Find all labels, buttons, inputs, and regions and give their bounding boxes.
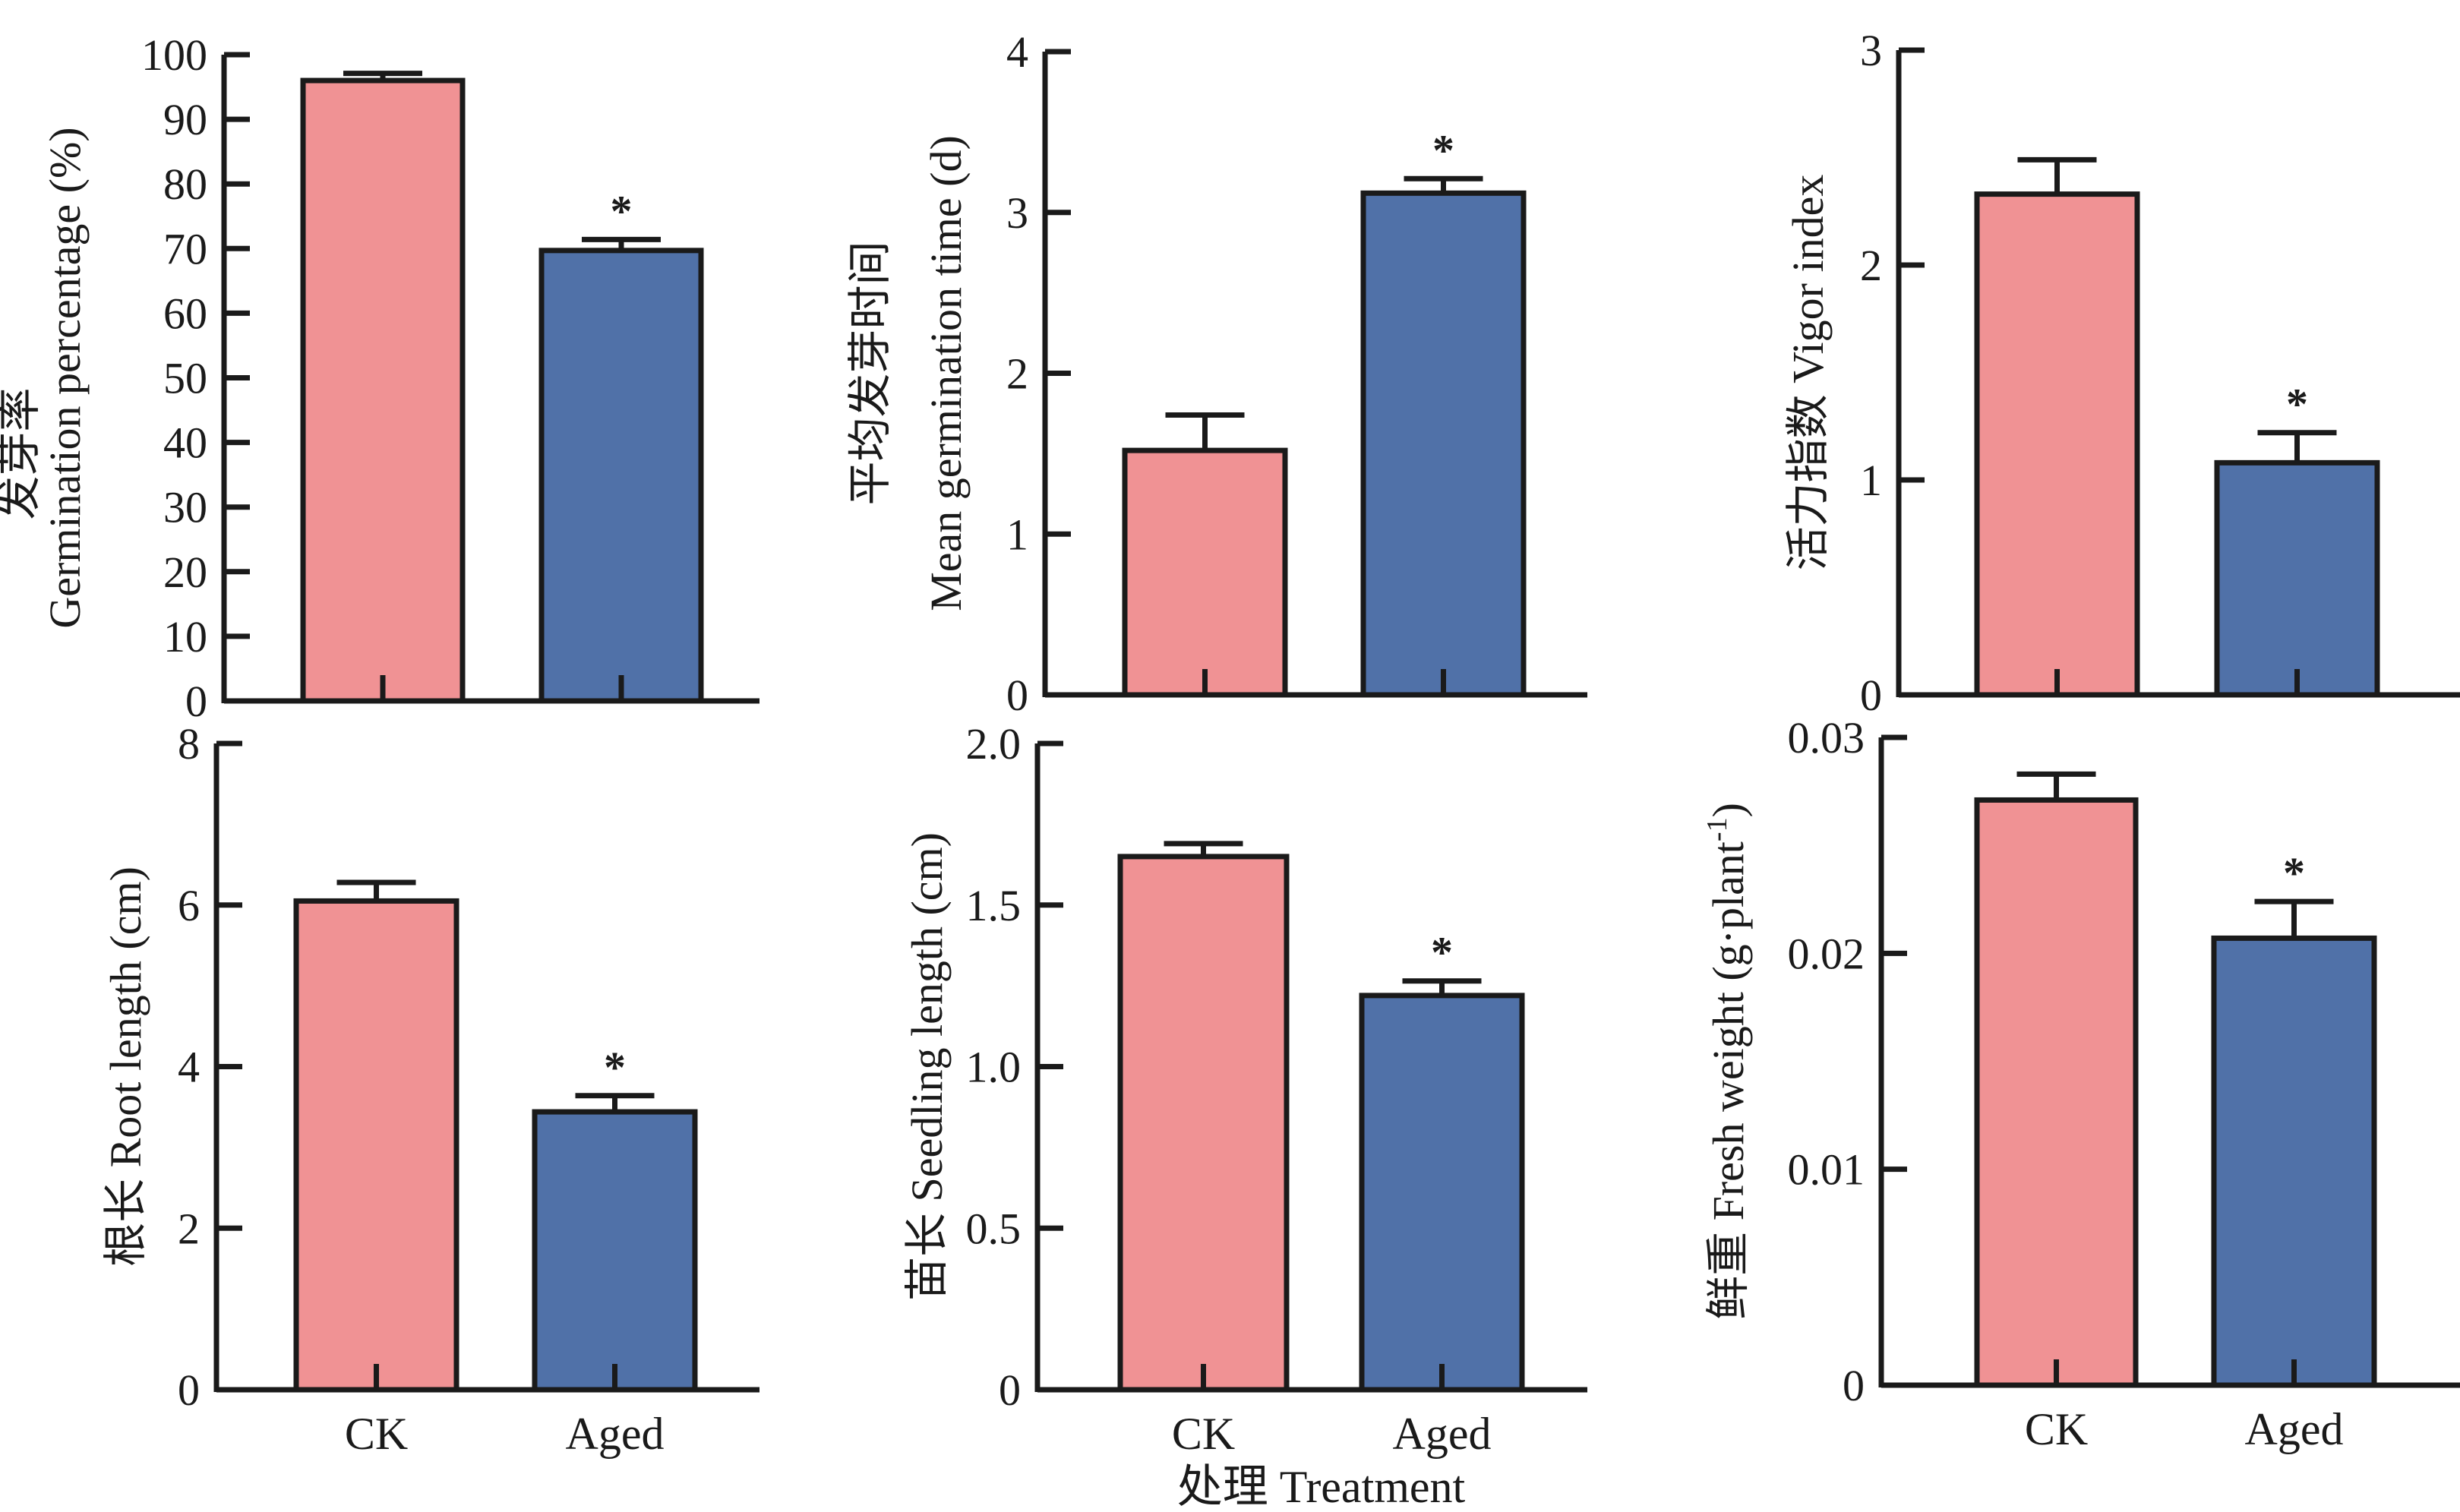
y-tick-label: 0.03	[1788, 713, 1865, 762]
y-axis-label: Germination percentage (%)	[40, 127, 90, 628]
y-tick-label: 70	[163, 224, 207, 273]
y-tick-label: 6	[178, 881, 200, 930]
significance-marker: *	[611, 186, 633, 235]
y-tick-label: 80	[163, 159, 207, 209]
y-tick-label: 1	[1006, 510, 1028, 559]
y-axis-label: 根长 Root length (cm)	[101, 866, 150, 1267]
y-tick-label: 1.5	[966, 881, 1022, 930]
x-tick-label-aged: Aged	[566, 1409, 665, 1459]
bar-ck	[1117, 854, 1290, 1393]
bar-ck	[300, 77, 466, 704]
y-axis-label-cn: 平均发芽时间	[845, 241, 895, 505]
y-tick-label: 40	[163, 418, 207, 468]
significance-marker: *	[2283, 848, 2305, 898]
y-axis-label: Mean germination time (d)	[921, 135, 971, 611]
y-axis-label-cn: 发芽率	[0, 387, 44, 519]
bar-aged	[538, 248, 704, 704]
y-tick-label: 0	[1843, 1361, 1865, 1410]
significance-marker: *	[1432, 125, 1454, 175]
bar-aged	[532, 1109, 698, 1393]
bar-aged	[1359, 993, 1525, 1393]
panel-mean-germination-time: * 0 1 2 3 4 平均发芽时间 Mean germination time (d)	[845, 27, 1587, 720]
y-axis-label: 苗长 Seedling length (cm)	[902, 832, 952, 1301]
x-axis-title: 处理 Treatment	[1177, 1462, 1466, 1512]
y-tick-label: 4	[178, 1043, 200, 1092]
x-tick-label-aged: Aged	[1393, 1409, 1492, 1459]
y-tick-label: 3	[1860, 26, 1882, 75]
significance-marker: *	[604, 1043, 626, 1092]
y-tick-label: 2	[178, 1204, 200, 1253]
y-tick-label: 20	[163, 548, 207, 597]
y-tick-label: 0	[999, 1365, 1021, 1415]
panel-fresh-weight: CK * Aged 0 0.01 0.02 0.03 鲜重 Fresh weight (g·p…	[1701, 713, 2460, 1454]
y-tick-label: 0.01	[1788, 1145, 1865, 1195]
significance-marker: *	[2286, 380, 2308, 429]
y-tick-label: 0	[185, 677, 207, 726]
panel-seedling-length: CK * Aged 0 0.5 1.0 1.5 2.0 苗长 Seedling length (…	[902, 719, 1587, 1512]
bar-ck	[1974, 797, 2139, 1388]
x-tick-label-ck: CK	[2025, 1404, 2088, 1454]
y-tick-label: 1.0	[966, 1043, 1022, 1092]
y-tick-label: 100	[141, 30, 207, 80]
bar-aged	[2214, 459, 2380, 698]
y-tick-label: 2	[1006, 349, 1028, 399]
y-tick-label: 50	[163, 354, 207, 403]
y-tick-label: 3	[1006, 188, 1028, 238]
y-tick-label: 30	[163, 483, 207, 532]
x-tick-label-ck: CK	[345, 1409, 408, 1459]
y-tick-label: 8	[178, 719, 200, 769]
y-axis-label: 活力指数 Vigor index	[1783, 175, 1833, 571]
panel-root-length: CK * Aged 0 2 4 6 8 根长 Root length (cm)	[101, 719, 759, 1459]
y-tick-label: 2	[1860, 241, 1882, 290]
y-tick-label: 0.02	[1788, 929, 1865, 978]
y-tick-label: 4	[1006, 27, 1028, 77]
x-tick-label-aged: Aged	[2245, 1404, 2344, 1454]
panel-vigor-index: * 0 1 2 3 活力指数 Vigor index	[1783, 26, 2460, 720]
y-tick-label: 2.0	[966, 719, 1022, 769]
y-tick-label: 0	[1860, 671, 1882, 720]
significance-marker: *	[1431, 928, 1453, 977]
y-tick-label: 10	[163, 612, 207, 661]
y-tick-label: 1	[1860, 456, 1882, 505]
bar-ck	[293, 898, 459, 1393]
bar-ck	[1974, 191, 2140, 698]
y-tick-label: 0	[178, 1365, 200, 1415]
bar-ck	[1122, 447, 1288, 698]
y-axis-label: 鲜重 Fresh weight (g·plant-1)	[1701, 803, 1753, 1320]
y-tick-label: 60	[163, 289, 207, 338]
y-tick-label: 90	[163, 95, 207, 144]
bar-aged	[1360, 190, 1527, 698]
bar-aged	[2211, 935, 2377, 1388]
y-tick-label: 0	[1006, 671, 1028, 720]
y-tick-label: 0.5	[966, 1204, 1022, 1253]
x-tick-label-ck: CK	[1172, 1409, 1235, 1459]
